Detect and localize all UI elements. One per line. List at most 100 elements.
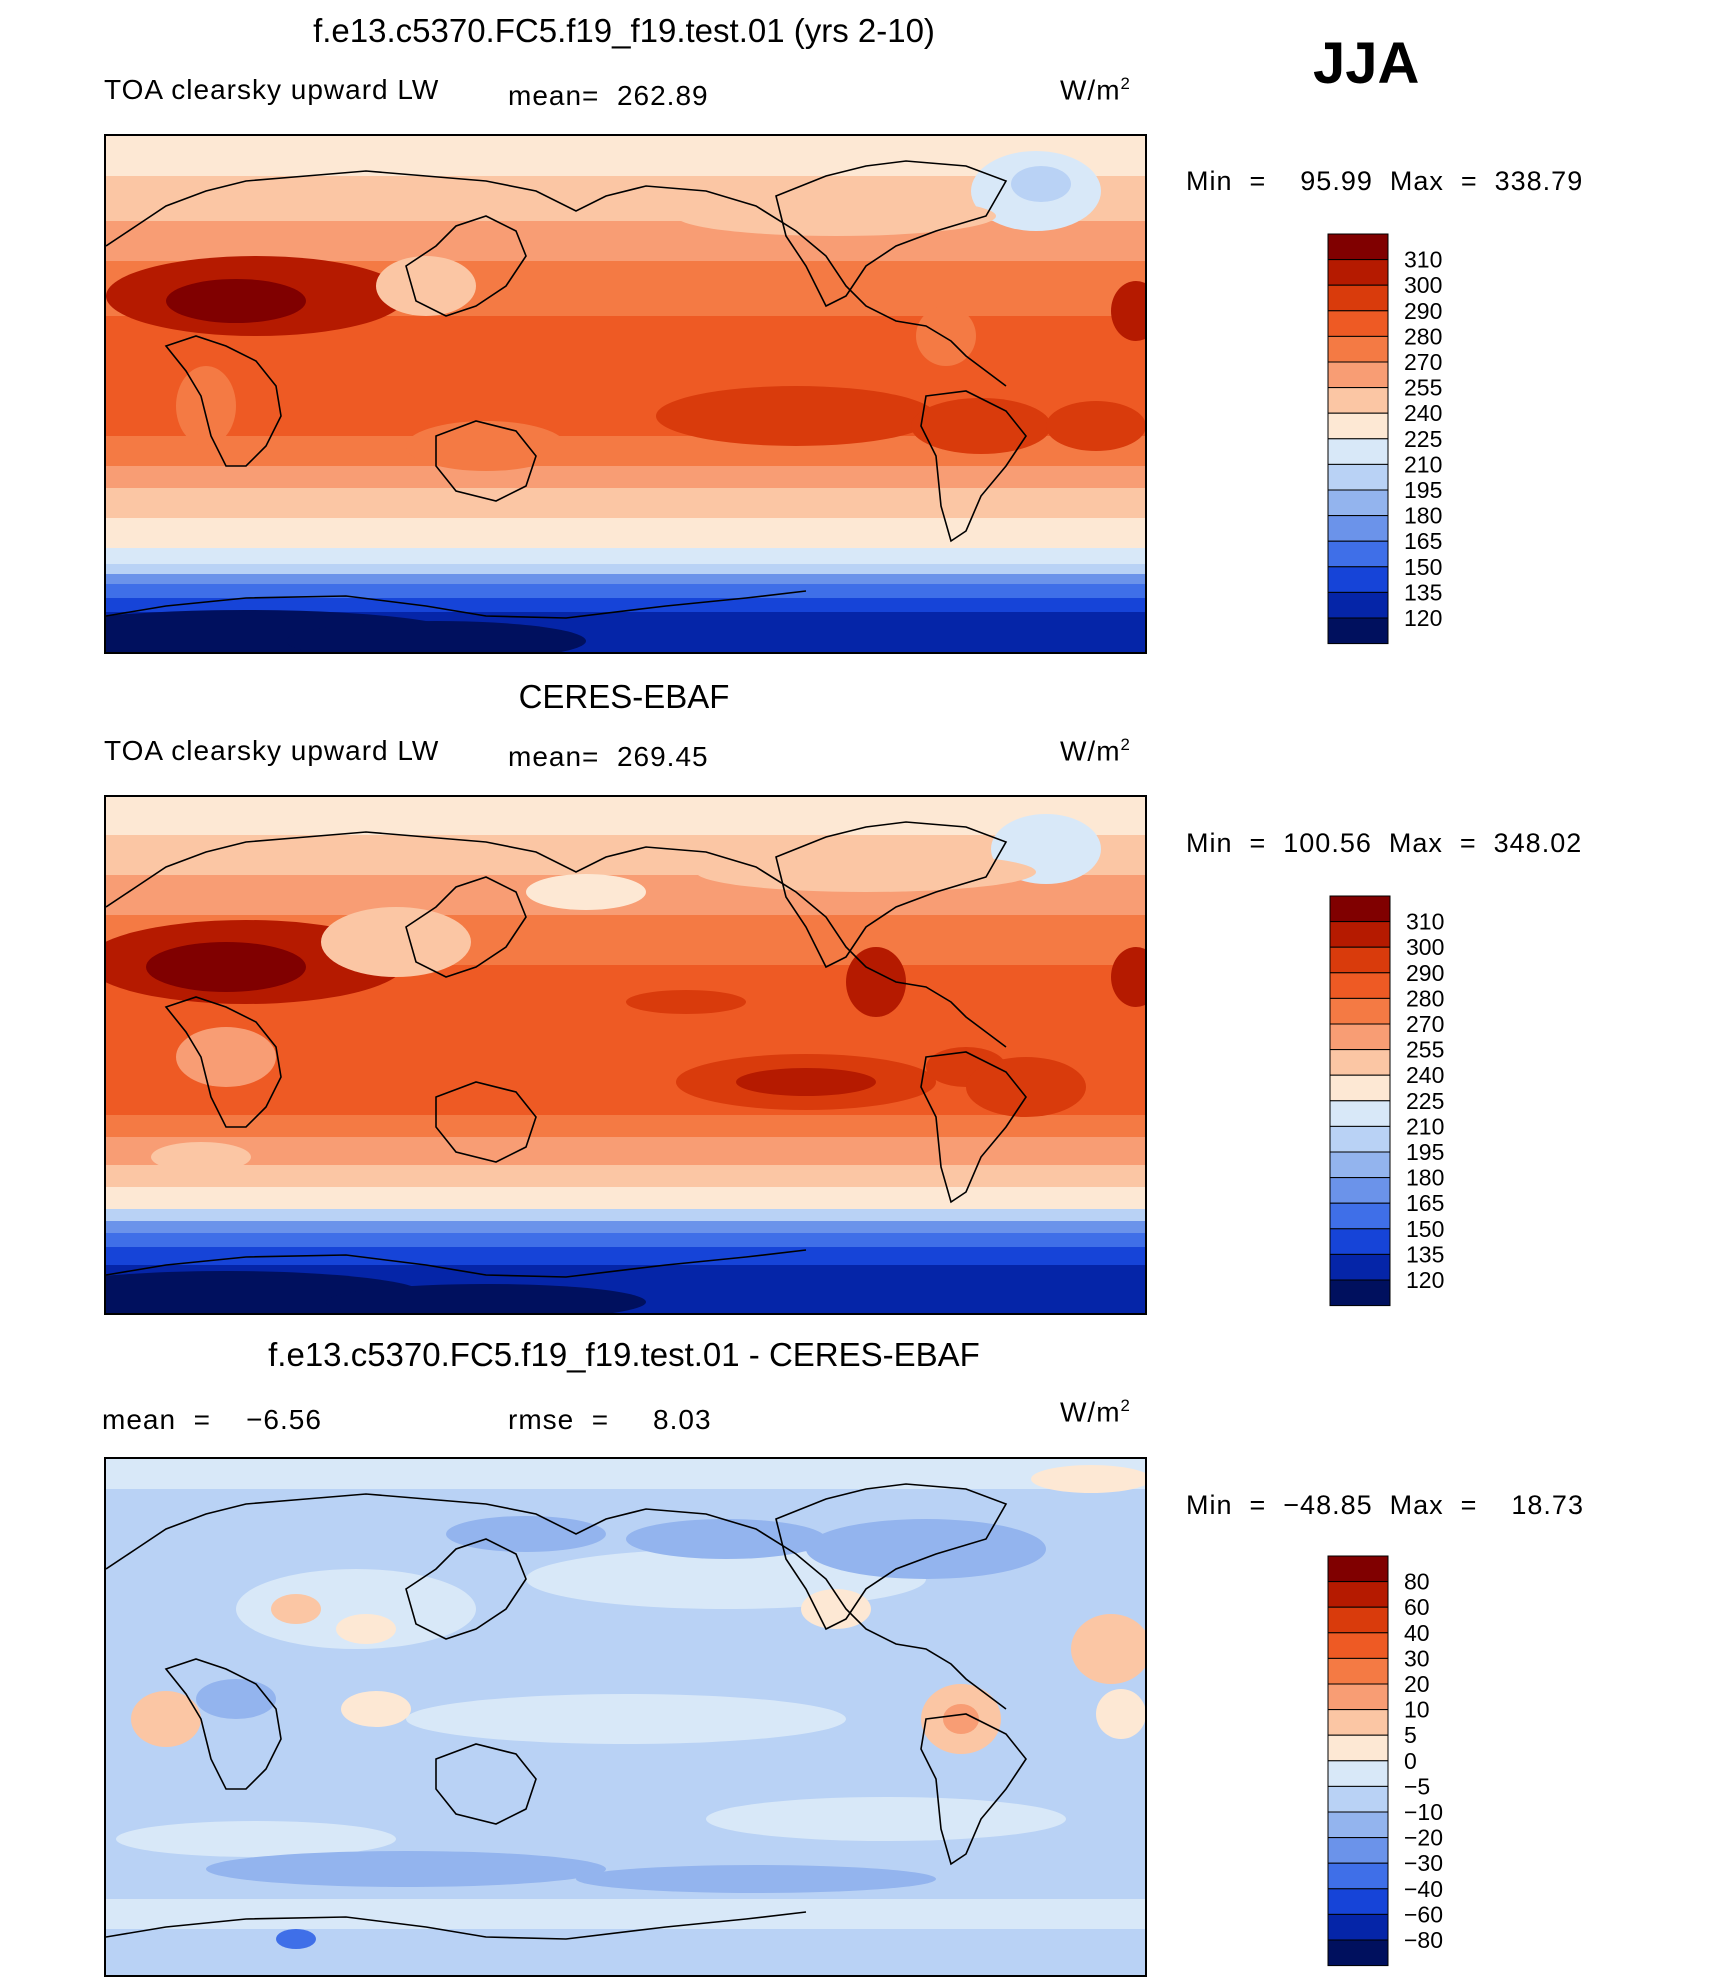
colorbar-swatch	[1327, 387, 1389, 414]
colorbar-tick-label: 10	[1404, 1697, 1430, 1723]
colorbar-tick-label: 290	[1404, 298, 1442, 324]
panel-1-colorbar: 3103002902802702552402252101951801651501…	[1327, 233, 1442, 645]
colorbar-swatch	[1327, 284, 1389, 312]
colorbar-swatch	[1327, 1939, 1389, 1967]
colorbar-swatch	[1327, 591, 1389, 619]
colorbar-swatch	[1329, 1049, 1391, 1076]
panel-3-map	[104, 1457, 1147, 1977]
panel-2-variable-label: TOA clearsky upward LW	[104, 735, 440, 766]
colorbar-swatch	[1329, 1023, 1391, 1051]
panel-2-map	[104, 795, 1147, 1315]
colorbar-swatch	[1327, 1734, 1389, 1762]
colorbar-swatch	[1327, 1709, 1389, 1736]
panel-1-variable-label: TOA clearsky upward LW	[104, 74, 440, 105]
colorbar-swatch	[1329, 1228, 1391, 1255]
colorbar-swatch	[1327, 1785, 1389, 1813]
colorbar-swatch	[1327, 1683, 1389, 1711]
colorbar-swatch	[1329, 1151, 1391, 1179]
colorbar-swatch	[1327, 1657, 1389, 1685]
colorbar-tick-label: 240	[1406, 1062, 1444, 1088]
colorbar-tick-label: −40	[1404, 1876, 1443, 1902]
colorbar-swatch	[1329, 972, 1391, 999]
colorbar-tick-label: 165	[1406, 1190, 1444, 1216]
colorbar-swatch	[1327, 566, 1389, 593]
panel-3-minmax: Min = −48.85 Max = 18.73	[1186, 1490, 1584, 1520]
colorbar-tick-label: −10	[1404, 1799, 1443, 1825]
colorbar-tick-label: −5	[1404, 1773, 1430, 1799]
colorbar-swatch	[1327, 335, 1389, 363]
colorbar-tick-label: 255	[1406, 1037, 1444, 1063]
colorbar-swatch	[1327, 489, 1389, 517]
colorbar-swatch	[1327, 1862, 1389, 1890]
colorbar-tick-label: 290	[1406, 960, 1444, 986]
panel-2-mean-label: mean= 269.45	[508, 741, 709, 772]
colorbar-swatch	[1329, 895, 1391, 923]
colorbar-swatch	[1327, 310, 1389, 337]
colorbar-swatch	[1327, 1888, 1389, 1915]
panel-2-colorbar: 3103002902802702552402252101951801651501…	[1329, 895, 1444, 1307]
colorbar-swatch	[1327, 515, 1389, 542]
colorbar-tick-label: 270	[1406, 1011, 1444, 1037]
colorbar-tick-label: 180	[1404, 503, 1442, 529]
colorbar-tick-label: 80	[1404, 1569, 1430, 1595]
season-label: JJA	[1313, 31, 1420, 96]
colorbar-tick-label: 135	[1406, 1241, 1444, 1267]
colorbar-tick-label: 240	[1404, 400, 1442, 426]
colorbar-swatch	[1329, 1202, 1391, 1230]
colorbar-swatch	[1329, 1279, 1391, 1307]
colorbar-tick-label: 280	[1404, 323, 1442, 349]
colorbar-swatch	[1327, 617, 1389, 645]
panel-1-minmax: Min = 95.99 Max = 338.79	[1186, 166, 1584, 196]
colorbar-swatch	[1329, 921, 1391, 948]
colorbar-swatch	[1329, 1074, 1391, 1102]
panel-2-minmax: Min = 100.56 Max = 348.02	[1186, 828, 1583, 858]
colorbar-tick-label: 225	[1404, 426, 1442, 452]
colorbar-swatch	[1327, 1760, 1389, 1787]
colorbar-swatch	[1329, 1177, 1391, 1204]
colorbar-tick-label: 0	[1404, 1748, 1417, 1774]
colorbar-swatch	[1327, 463, 1389, 491]
colorbar-tick-label: 310	[1406, 909, 1444, 935]
colorbar-tick-label: 225	[1406, 1088, 1444, 1114]
colorbar-tick-label: 195	[1406, 1139, 1444, 1165]
colorbar-swatch	[1329, 997, 1391, 1025]
colorbar-swatch	[1327, 1606, 1389, 1634]
panel-2-title: CERES-EBAF	[518, 678, 730, 715]
colorbar-tick-label: 210	[1406, 1113, 1444, 1139]
colorbar-tick-label: 280	[1406, 985, 1444, 1011]
colorbar-tick-label: 165	[1404, 528, 1442, 554]
panel-1-mean-label: mean= 262.89	[508, 80, 709, 111]
colorbar-tick-label: 195	[1404, 477, 1442, 503]
colorbar-swatch	[1327, 1581, 1389, 1608]
colorbar-swatch	[1327, 1555, 1389, 1583]
colorbar-tick-label: 120	[1406, 1267, 1444, 1293]
colorbar-tick-label: 135	[1404, 579, 1442, 605]
panel-3-mean-label: mean = −6.56	[102, 1404, 322, 1435]
colorbar-tick-label: 5	[1404, 1722, 1417, 1748]
colorbar-tick-label: 40	[1404, 1620, 1430, 1646]
colorbar-swatch	[1329, 1253, 1391, 1281]
colorbar-tick-label: 210	[1404, 451, 1442, 477]
colorbar-swatch	[1327, 438, 1389, 465]
colorbar-tick-label: −20	[1404, 1825, 1443, 1851]
colorbar-tick-label: 60	[1404, 1594, 1430, 1620]
colorbar-swatch	[1327, 1837, 1389, 1864]
colorbar-tick-label: 150	[1404, 554, 1442, 580]
panel-3-rmse-label: rmse = 8.03	[508, 1404, 712, 1435]
colorbar-tick-label: 310	[1404, 247, 1442, 273]
colorbar-swatch	[1327, 412, 1389, 440]
colorbar-swatch	[1327, 540, 1389, 568]
panel-2-units: W/m2	[1060, 735, 1131, 767]
panel-3-title: f.e13.c5370.FC5.f19_f19.test.01 - CERES-…	[268, 1336, 980, 1373]
colorbar-swatch	[1329, 1100, 1391, 1127]
panel-1-map	[104, 134, 1147, 654]
colorbar-swatch	[1327, 1811, 1389, 1839]
colorbar-swatch	[1327, 361, 1389, 389]
colorbar-tick-label: −80	[1404, 1927, 1443, 1953]
colorbar-tick-label: 30	[1404, 1645, 1430, 1671]
colorbar-swatch	[1327, 1913, 1389, 1941]
colorbar-tick-label: 150	[1406, 1216, 1444, 1242]
colorbar-tick-label: 20	[1404, 1671, 1430, 1697]
colorbar-tick-label: 300	[1406, 934, 1444, 960]
